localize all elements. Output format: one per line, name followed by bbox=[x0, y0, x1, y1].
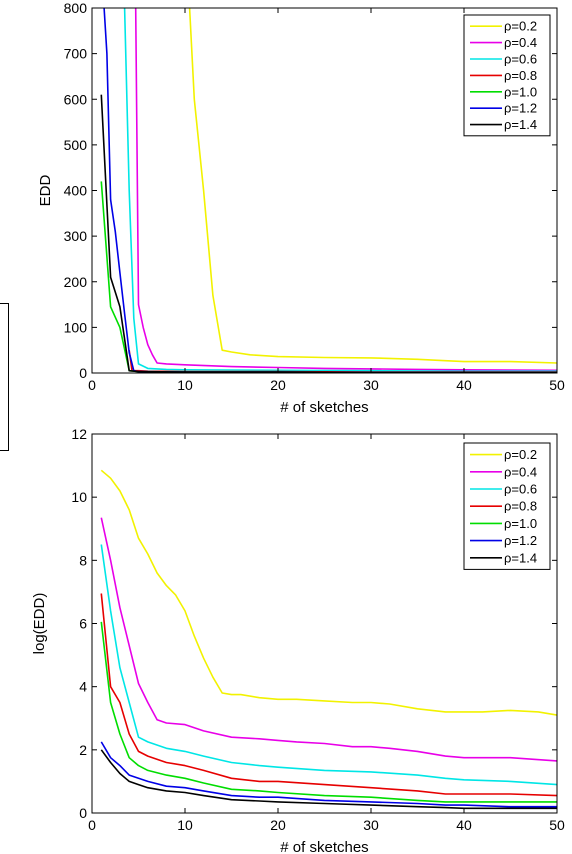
y-tick-label: 500 bbox=[64, 137, 88, 153]
x-tick-label: 10 bbox=[177, 817, 193, 833]
series-line-2 bbox=[100, 544, 557, 786]
y-tick-label: 6 bbox=[79, 616, 87, 632]
x-tick-label: 0 bbox=[88, 817, 96, 833]
x-axis-label: # of sketches bbox=[280, 839, 368, 854]
legend-label: ρ=1.4 bbox=[504, 117, 537, 132]
series-line-4 bbox=[100, 621, 557, 803]
series-line-6 bbox=[100, 94, 557, 373]
x-tick-label: 40 bbox=[456, 377, 472, 393]
series-line-1 bbox=[100, 517, 557, 762]
series-line-0 bbox=[188, 8, 557, 364]
x-tick-label: 50 bbox=[549, 377, 565, 393]
x-tick-label: 20 bbox=[270, 377, 286, 393]
series-line-4 bbox=[100, 181, 557, 373]
series-line-2 bbox=[123, 8, 557, 373]
y-tick-label: 100 bbox=[64, 319, 88, 335]
y-tick-label: 700 bbox=[64, 46, 88, 62]
y-tick-label: 800 bbox=[64, 0, 88, 16]
legend-label: ρ=0.2 bbox=[504, 19, 537, 34]
legend-label: ρ=0.2 bbox=[504, 447, 537, 462]
legend-label: ρ=0.4 bbox=[504, 35, 537, 50]
legend-label: ρ=0.6 bbox=[504, 482, 537, 497]
x-tick-label: 0 bbox=[88, 377, 96, 393]
y-tick-label: 8 bbox=[79, 552, 87, 568]
y-tick-label: 600 bbox=[64, 91, 88, 107]
series-line-6 bbox=[100, 749, 557, 810]
legend-label: ρ=0.8 bbox=[504, 499, 537, 514]
y-axis-label: log(EDD) bbox=[31, 593, 48, 655]
y-tick-label: 0 bbox=[79, 365, 87, 381]
series-line-3 bbox=[100, 593, 557, 797]
x-tick-label: 30 bbox=[363, 817, 379, 833]
y-tick-label: 4 bbox=[79, 679, 87, 695]
series-line-5 bbox=[100, 741, 557, 808]
legend-label: ρ=0.6 bbox=[504, 52, 537, 67]
legend-label: ρ=1.0 bbox=[504, 516, 537, 531]
legend-label: ρ=1.2 bbox=[504, 101, 537, 116]
series-line-0 bbox=[100, 469, 557, 716]
x-tick-label: 40 bbox=[456, 817, 472, 833]
y-tick-label: 300 bbox=[64, 228, 88, 244]
y-axis-label: EDD bbox=[37, 174, 54, 206]
x-axis-label: # of sketches bbox=[280, 399, 368, 416]
legend-label: ρ=1.2 bbox=[504, 533, 537, 548]
y-tick-label: 400 bbox=[64, 183, 88, 199]
y-tick-label: 200 bbox=[64, 274, 88, 290]
y-tick-label: 2 bbox=[79, 742, 87, 758]
side-frame-decoration bbox=[0, 303, 9, 451]
y-tick-label: 12 bbox=[71, 426, 87, 442]
y-tick-label: 0 bbox=[79, 805, 87, 821]
chart-log-edd: 0 10 20 30 40 50 0 2 4 6 8 10 12 # of sketches log(EDD… bbox=[31, 426, 565, 854]
series-line-1 bbox=[134, 8, 557, 372]
legend-label: ρ=0.8 bbox=[504, 68, 537, 83]
y-tick-label: 10 bbox=[71, 489, 87, 505]
legend-label: ρ=0.4 bbox=[504, 464, 537, 479]
x-tick-label: 10 bbox=[177, 377, 193, 393]
x-tick-label: 30 bbox=[363, 377, 379, 393]
legend-label: ρ=1.0 bbox=[504, 84, 537, 99]
x-tick-label: 50 bbox=[549, 817, 565, 833]
legend-label: ρ=1.4 bbox=[504, 550, 537, 565]
x-tick-label: 20 bbox=[270, 817, 286, 833]
